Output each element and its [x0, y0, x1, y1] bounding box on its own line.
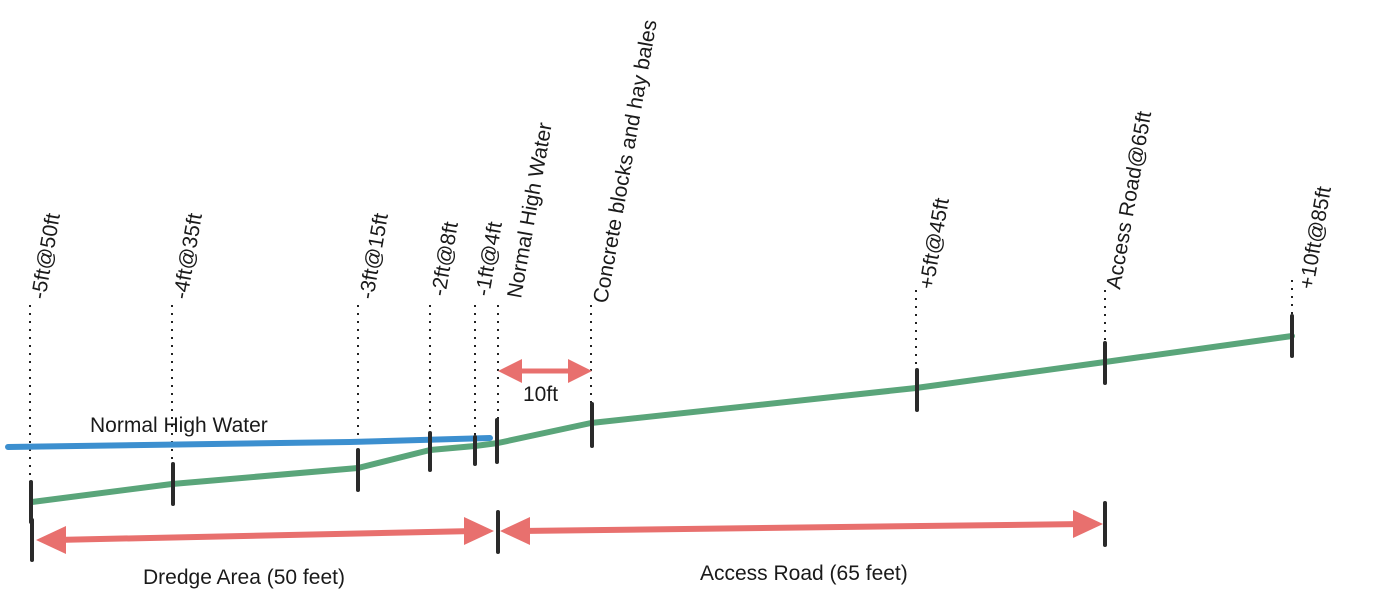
- dredge-area-arrow: [32, 517, 494, 560]
- station-label-8: +5ft@45ft: [915, 196, 954, 291]
- dredge-arrow-head-left: [36, 526, 66, 554]
- spacing-arrow-head-right: [568, 359, 592, 383]
- road-arrow-head-right: [1073, 510, 1103, 538]
- station-label-7: Concrete blocks and hay bales: [589, 18, 662, 305]
- station-label-10: +10ft@85ft: [1295, 185, 1336, 291]
- spacing-arrow: [498, 359, 592, 383]
- water-line: [8, 438, 490, 447]
- station-label-3: -3ft@15ft: [355, 211, 393, 301]
- road-arrow-head-left: [500, 517, 530, 545]
- spacing-arrow-head-left: [498, 359, 522, 383]
- station-labels: -5ft@50ft -4ft@35ft -3ft@15ft -2ft@8ft -…: [27, 18, 1336, 305]
- station-label-5: -1ft@4ft: [471, 220, 507, 298]
- water-label: Normal High Water: [90, 414, 268, 437]
- road-arrow-shaft: [520, 524, 1085, 531]
- station-label-4: -2ft@8ft: [427, 220, 463, 298]
- access-road-label: Access Road (65 feet): [700, 562, 908, 585]
- station-label-6: Normal High Water: [503, 121, 557, 300]
- dredge-area-label: Dredge Area (50 feet): [143, 566, 345, 589]
- station-label-1: -5ft@50ft: [27, 211, 65, 301]
- dredge-arrow-shaft: [55, 531, 475, 540]
- station-label-9: Access Road@65ft: [1102, 109, 1156, 290]
- access-road-arrow: [498, 503, 1105, 552]
- spacing-label: 10ft: [523, 383, 558, 406]
- station-label-2: -4ft@35ft: [169, 211, 207, 301]
- guide-lines: [30, 280, 1292, 490]
- dredge-arrow-head-right: [464, 517, 494, 545]
